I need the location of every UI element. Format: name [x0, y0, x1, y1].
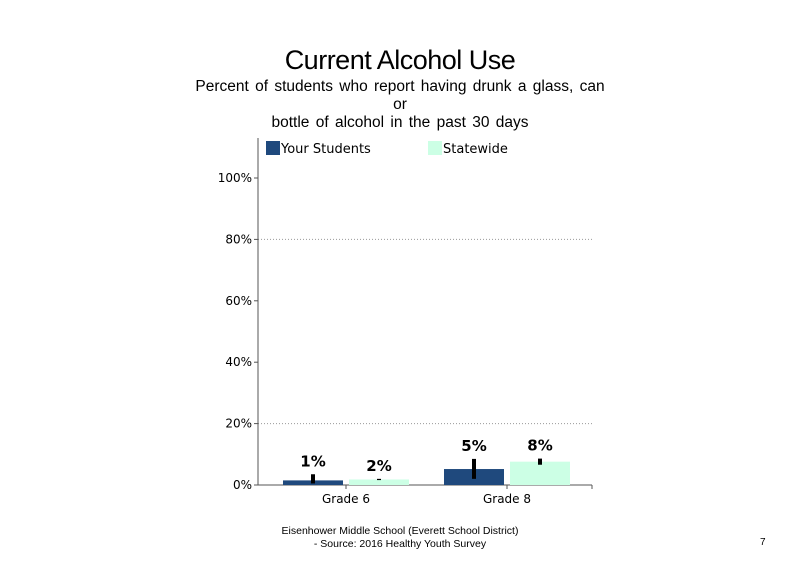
legend-swatch — [266, 141, 280, 155]
y-tick-label: 0% — [233, 478, 252, 492]
data-label: 2% — [366, 457, 391, 475]
chart-title: Current Alcohol Use — [284, 45, 516, 75]
data-label: 8% — [527, 437, 552, 455]
data-label: 1% — [300, 452, 325, 470]
legend-label: Statewide — [443, 142, 508, 157]
y-tick-label: 80% — [225, 232, 252, 246]
legend-label: Your Students — [280, 142, 371, 157]
y-tick-label: 20% — [225, 417, 252, 431]
data-label: 5% — [461, 437, 486, 455]
y-tick-label: 100% — [218, 171, 252, 185]
x-tick-label: Grade 8 — [483, 492, 531, 506]
bar — [510, 461, 570, 485]
footer-source: - Source: 2016 Healthy Youth Survey — [313, 538, 487, 550]
footer-school: Eisenhower Middle School (Everett School… — [281, 525, 519, 537]
subtitle-line-3: bottle of alcohol in the past 30 days — [271, 114, 529, 131]
subtitle-line-1: Percent of students who report having dr… — [195, 78, 605, 95]
subtitle-line-2: or — [393, 96, 407, 113]
legend-swatch — [428, 141, 442, 155]
chart-subtitle: Percent of students who report having dr… — [0, 78, 800, 132]
page-number: 7 — [760, 537, 766, 548]
x-tick-label: Grade 6 — [322, 492, 370, 506]
y-tick-label: 60% — [225, 294, 252, 308]
bar — [349, 479, 409, 485]
footer: Eisenhower Middle School (Everett School… — [200, 525, 600, 551]
y-tick-label: 40% — [225, 355, 252, 369]
